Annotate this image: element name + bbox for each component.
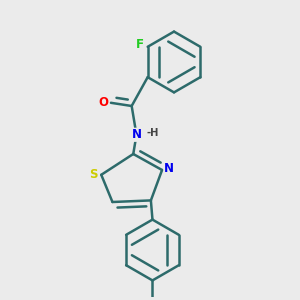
Text: S: S [89, 168, 98, 181]
Text: N: N [131, 128, 142, 141]
Text: -H: -H [147, 128, 159, 138]
Text: F: F [136, 38, 144, 51]
Text: N: N [164, 162, 174, 175]
Text: O: O [99, 96, 109, 109]
